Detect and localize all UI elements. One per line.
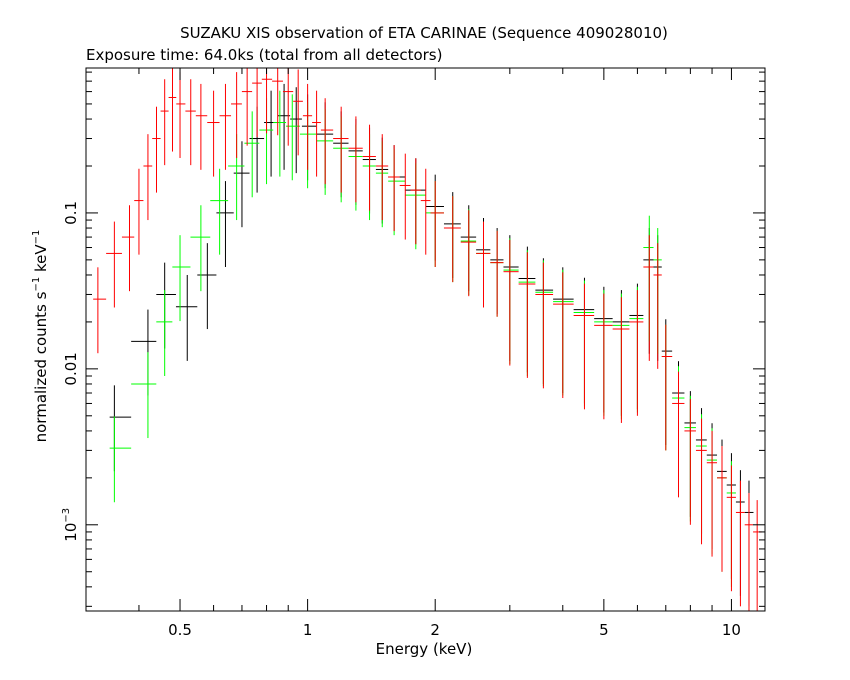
x-axis-label: Energy (keV) <box>376 640 473 658</box>
chart-title: SUZAKU XIS observation of ETA CARINAE (S… <box>180 24 668 42</box>
y-axis-label-sup2: −1 <box>31 230 42 245</box>
y-tick-label-2: 0.01 <box>62 352 80 385</box>
y-tick-label-3: 0.1 <box>62 201 80 225</box>
x-tick-label-4: 5 <box>599 621 609 639</box>
ticks-layer: 0.5 1 2 5 10 10−3 0.01 0.1 <box>61 68 765 639</box>
x-tick-label-3: 2 <box>430 621 440 639</box>
x-tick-label-2: 1 <box>303 621 313 639</box>
x-tick-label-1: 0.5 <box>168 621 192 639</box>
y-axis-label-sup1: −1 <box>31 277 42 292</box>
plot-frame <box>85 67 766 612</box>
y-tick-label-1: 10−3 <box>61 508 80 542</box>
series-layer <box>93 68 762 611</box>
y-axis-label: normalized counts s−1 keV−1 <box>31 230 50 443</box>
y-axis-label-mid: keV <box>32 244 50 277</box>
x-tick-label-5: 10 <box>722 621 741 639</box>
chart-subtitle: Exposure time: 64.0ks (total from all de… <box>86 46 442 64</box>
series-1 <box>93 68 762 611</box>
y-axis-label-main: normalized counts s <box>32 291 50 442</box>
